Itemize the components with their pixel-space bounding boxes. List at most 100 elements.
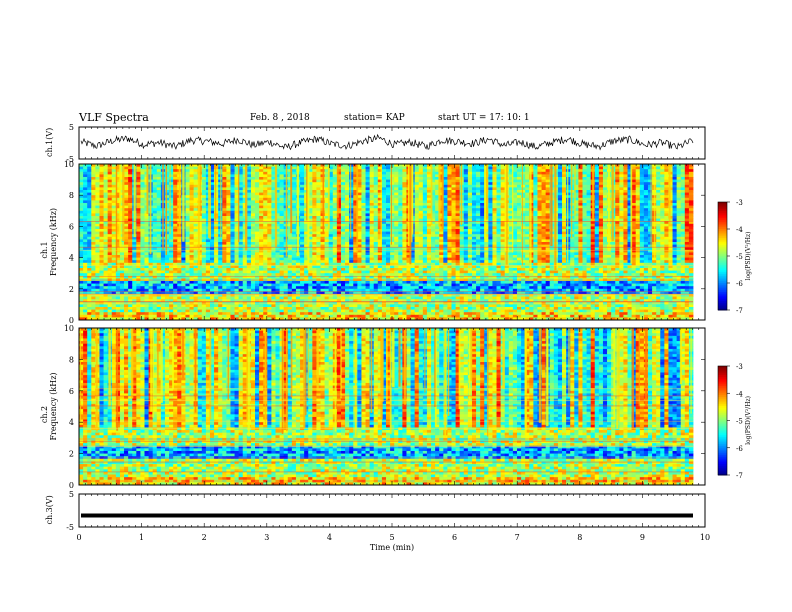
spectrogram-cell <box>255 229 260 232</box>
spectrogram-cell <box>447 174 452 178</box>
spectrogram-cell <box>492 197 497 201</box>
spectrogram-cell <box>95 197 100 201</box>
spectrogram-cell <box>316 213 321 217</box>
spectrogram-cell <box>345 171 350 175</box>
spectrogram-cell <box>324 166 330 170</box>
spectrogram-cell <box>566 171 571 175</box>
spectrogram-cell <box>660 171 665 175</box>
spectrogram-cell <box>222 192 227 196</box>
spectrogram-cell <box>582 205 587 209</box>
spectrogram-cell <box>557 179 563 183</box>
spectrogram-cell <box>324 171 330 175</box>
spectrogram-cell <box>353 197 358 201</box>
spectrogram-cell <box>537 177 542 180</box>
spectrogram-cell <box>602 231 608 235</box>
spectrogram-cell <box>619 174 624 178</box>
spectrogram-cell <box>369 239 375 243</box>
spectrogram-cell <box>312 190 317 193</box>
spectrogram-cell <box>164 221 170 225</box>
spectrogram-cell <box>566 234 571 238</box>
spectrogram-cell <box>345 169 350 173</box>
spectrogram-cell <box>635 192 641 196</box>
spectrogram-cell <box>672 231 678 235</box>
spectrogram-cell <box>688 192 694 196</box>
spectrogram-cell <box>615 231 620 235</box>
spectrogram-cell <box>631 171 637 175</box>
spectrogram-cell <box>95 229 100 232</box>
spectrogram-cell <box>525 171 530 175</box>
spectrogram-cell <box>357 223 362 227</box>
spectrogram-cell <box>312 179 317 183</box>
spectrogram-cell <box>488 218 493 222</box>
spectrogram-cell <box>455 166 461 170</box>
spectrogram-cell <box>414 203 420 206</box>
spectrogram-cell <box>516 239 522 243</box>
spectrogram-cell <box>369 169 375 173</box>
spectrogram-cell <box>83 216 88 219</box>
spectrogram-cell <box>574 182 579 186</box>
spectrogram-cell <box>197 234 203 238</box>
spectrogram-cell <box>602 182 608 186</box>
spectrogram-cell <box>451 223 456 227</box>
spectrogram-cell <box>512 236 518 240</box>
spectrogram-cell <box>443 166 448 170</box>
spectrogram-cell <box>619 164 624 167</box>
spectrogram-cell <box>377 218 383 222</box>
spectrogram-cell <box>124 192 129 196</box>
spectrogram-cell <box>500 174 506 178</box>
spectrogram-cell <box>377 195 383 199</box>
spectrogram-cell <box>279 242 285 245</box>
spectrogram-cell <box>439 164 444 167</box>
spectrogram-cell <box>226 182 231 186</box>
spectrogram-cell <box>512 210 518 214</box>
spectrogram-cell <box>426 236 432 240</box>
spectrogram-cell <box>492 179 497 183</box>
spectrogram-cell <box>390 195 395 199</box>
spectrogram-cell <box>623 177 628 180</box>
spectrogram-cell <box>259 166 264 170</box>
spectrogram-cell <box>328 203 334 206</box>
spectrogram-cell <box>369 190 375 193</box>
spectrogram-cell <box>140 205 145 209</box>
spectrogram-cell <box>99 184 104 188</box>
spectrogram-cell <box>619 190 624 193</box>
spectrogram-cell <box>304 223 309 227</box>
spectrogram-cell <box>255 205 260 209</box>
spectrogram-cell <box>680 234 686 238</box>
spectrogram-cell <box>373 221 379 225</box>
spectrogram-cell <box>136 226 141 230</box>
spectrogram-cell <box>562 213 567 217</box>
spectrogram-cell <box>205 179 211 183</box>
spectrogram-cell <box>443 218 448 222</box>
spectrogram-cell <box>586 192 592 196</box>
spectrogram-cell <box>324 205 330 209</box>
spectrogram-cell <box>169 205 174 209</box>
spectrogram-cell <box>136 210 141 214</box>
spectrogram-cell <box>455 169 461 173</box>
spectrogram-cell <box>680 210 686 214</box>
spectrogram-cell <box>99 210 104 214</box>
spectrogram-cell <box>316 177 321 180</box>
spectrogram-cell <box>647 242 653 245</box>
spectrogram-cell <box>463 236 469 240</box>
spectrogram-cell <box>328 223 334 227</box>
spectrogram-cell <box>255 231 260 235</box>
spectrogram-cell <box>107 239 113 243</box>
spectrogram-cell <box>275 203 280 206</box>
spectrogram-cell <box>594 171 600 175</box>
spectrogram-cell <box>447 218 452 222</box>
spectrogram-cell <box>631 223 637 227</box>
spectrogram-cell <box>361 242 366 245</box>
spectrogram-cell <box>312 231 317 235</box>
spectrogram-cell <box>312 164 317 167</box>
spectrogram-cell <box>684 200 690 204</box>
spectrogram-cell <box>431 244 436 248</box>
spectrogram-cell <box>226 221 231 225</box>
spectrogram-cell <box>308 166 313 170</box>
spectrogram-cell <box>467 244 473 248</box>
spectrogram-cell <box>164 234 170 238</box>
spectrogram-cell <box>521 177 526 180</box>
spectrogram-cell <box>361 166 366 170</box>
spectrogram-cell <box>643 226 649 230</box>
spectrogram-cell <box>336 229 342 232</box>
